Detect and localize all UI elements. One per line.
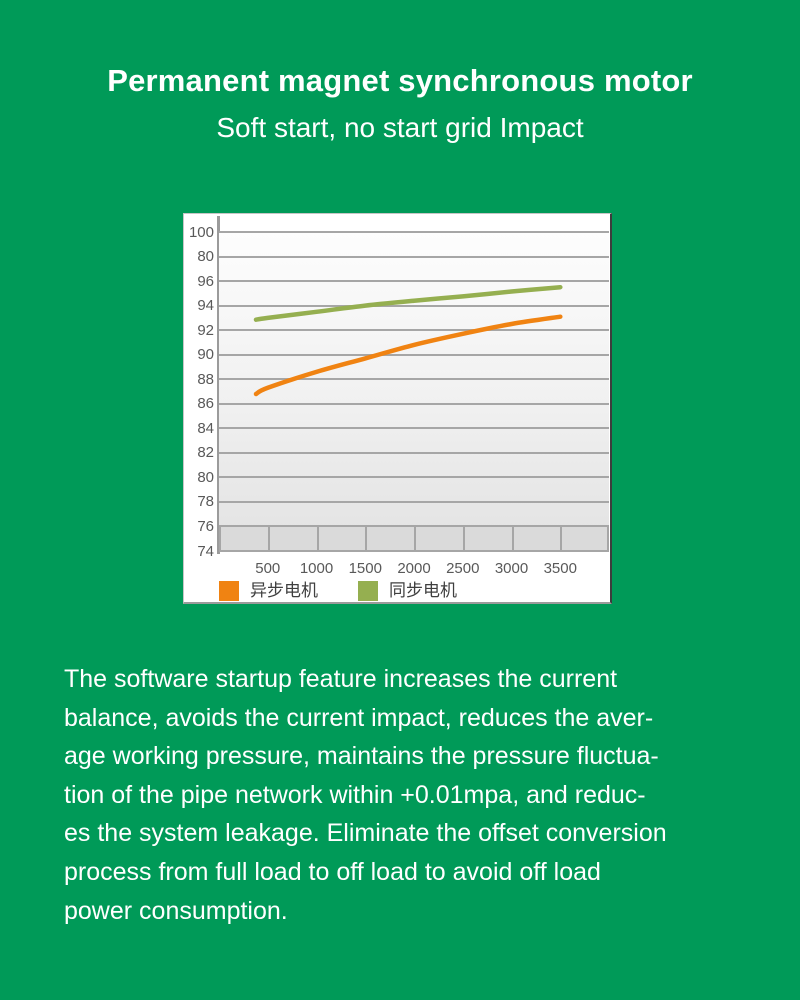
legend-label: 同步电机 bbox=[389, 581, 457, 600]
x-tick-band bbox=[219, 526, 609, 551]
x-axis-label: 2500 bbox=[446, 560, 480, 577]
y-axis-label: 92 bbox=[197, 321, 214, 339]
gridline bbox=[219, 353, 609, 356]
y-axis-label: 100 bbox=[188, 223, 214, 241]
series-line-同步电机 bbox=[253, 284, 563, 322]
page-title: Permanent magnet synchronous motor bbox=[107, 63, 693, 98]
x-tick-mark bbox=[267, 526, 270, 551]
gridline bbox=[219, 329, 609, 332]
gridline bbox=[219, 550, 609, 552]
x-axis-label: 1500 bbox=[348, 560, 382, 577]
y-axis-label: 94 bbox=[197, 297, 214, 315]
gridline bbox=[219, 500, 609, 503]
x-tick-mark bbox=[607, 526, 609, 551]
gridline bbox=[219, 402, 609, 405]
plot-area bbox=[219, 231, 609, 552]
y-axis-label: 88 bbox=[197, 370, 214, 388]
y-axis-label: 80 bbox=[197, 468, 214, 486]
chart-legend: 异步电机 同步电机 bbox=[219, 581, 457, 601]
y-axis-label: 80 bbox=[197, 248, 214, 266]
y-axis-label: 76 bbox=[197, 517, 214, 535]
y-axis-line bbox=[217, 216, 220, 554]
x-tick-mark bbox=[365, 526, 368, 551]
gridline bbox=[219, 378, 609, 381]
gridline bbox=[219, 427, 609, 430]
gridline bbox=[219, 280, 609, 283]
y-axis-label: 82 bbox=[197, 444, 214, 462]
legend-swatch-icon bbox=[358, 581, 378, 601]
legend-swatch-icon bbox=[219, 581, 239, 601]
gridline bbox=[219, 304, 609, 307]
x-axis-label: 2000 bbox=[397, 560, 431, 577]
x-tick-mark bbox=[316, 526, 319, 551]
legend-item: 异步电机 bbox=[219, 581, 318, 601]
series-lines bbox=[253, 284, 563, 397]
x-tick-mark bbox=[462, 526, 465, 551]
x-axis-label: 1000 bbox=[299, 560, 334, 577]
y-axis-label: 78 bbox=[197, 493, 214, 511]
x-tick-mark bbox=[219, 526, 221, 551]
y-axis-label: 96 bbox=[197, 272, 214, 290]
x-axis-label: 3500 bbox=[543, 560, 577, 577]
legend-label: 异步电机 bbox=[250, 581, 318, 600]
y-axis-label: 90 bbox=[197, 346, 214, 364]
gridline bbox=[219, 476, 609, 479]
y-axis-label: 86 bbox=[197, 395, 214, 413]
description-text: The software startup feature increases t… bbox=[64, 665, 667, 925]
gridline bbox=[219, 525, 609, 528]
series-line-异步电机 bbox=[253, 314, 563, 397]
x-tick-mark bbox=[560, 526, 563, 551]
x-tick-mark bbox=[511, 526, 514, 551]
legend-item: 同步电机 bbox=[358, 581, 457, 601]
x-axis-label: 500 bbox=[255, 560, 281, 577]
x-tick-mark bbox=[414, 526, 416, 551]
y-axis-label: 84 bbox=[197, 419, 214, 437]
efficiency-chart-panel: 100 80 96 94 92 90 88 86 84 82 80 78 76 74 500 1000 150… bbox=[183, 213, 612, 604]
x-axis-label: 3000 bbox=[494, 560, 529, 577]
y-axis-label: 74 bbox=[197, 542, 214, 560]
gridline bbox=[219, 451, 609, 454]
page-subtitle: Soft start, no start grid Impact bbox=[216, 112, 584, 143]
gridline bbox=[219, 255, 609, 258]
gridline bbox=[219, 231, 609, 233]
